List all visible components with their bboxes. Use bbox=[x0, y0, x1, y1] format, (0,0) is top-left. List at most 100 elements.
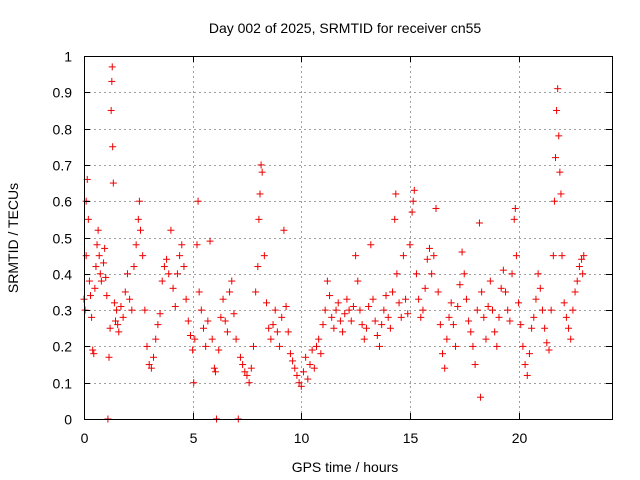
data-point bbox=[397, 313, 405, 321]
data-point bbox=[178, 241, 186, 249]
y-tick-label: 0.5 bbox=[53, 231, 73, 247]
data-point bbox=[106, 324, 114, 332]
data-point bbox=[515, 299, 523, 307]
data-point bbox=[454, 302, 462, 310]
data-point bbox=[412, 270, 420, 278]
data-point bbox=[105, 353, 113, 361]
y-tick-label: 0.4 bbox=[53, 267, 73, 283]
data-point bbox=[215, 346, 223, 354]
data-point bbox=[101, 244, 109, 252]
data-point bbox=[128, 306, 136, 314]
data-point bbox=[517, 321, 525, 329]
data-point bbox=[194, 197, 202, 205]
data-point bbox=[189, 346, 197, 354]
data-point bbox=[354, 277, 362, 285]
data-point bbox=[530, 313, 538, 321]
data-point bbox=[573, 277, 581, 285]
data-point bbox=[130, 263, 138, 271]
data-point bbox=[94, 226, 102, 234]
data-point bbox=[343, 295, 351, 303]
data-point bbox=[291, 364, 299, 372]
data-point bbox=[425, 244, 433, 252]
x-axis-label: GPS time / hours bbox=[292, 459, 399, 475]
data-point bbox=[473, 306, 481, 314]
data-point bbox=[421, 284, 429, 292]
data-point bbox=[143, 342, 151, 350]
y-tick-label: 0.1 bbox=[53, 376, 73, 392]
data-point bbox=[145, 361, 153, 369]
data-point bbox=[271, 306, 279, 314]
data-point bbox=[477, 393, 485, 401]
data-point bbox=[467, 328, 475, 336]
data-point bbox=[471, 361, 479, 369]
data-point bbox=[534, 270, 542, 278]
data-point bbox=[415, 295, 423, 303]
data-point bbox=[499, 266, 507, 274]
data-point bbox=[169, 284, 177, 292]
data-point bbox=[163, 255, 171, 263]
data-point bbox=[391, 215, 399, 223]
data-point bbox=[147, 364, 155, 372]
x-tick-label: 0 bbox=[81, 430, 89, 446]
data-point bbox=[176, 252, 184, 260]
data-point bbox=[109, 179, 117, 187]
data-point bbox=[541, 324, 549, 332]
data-point bbox=[190, 379, 198, 387]
y-tick-label: 0 bbox=[64, 412, 72, 428]
data-point bbox=[579, 270, 587, 278]
data-point bbox=[165, 270, 173, 278]
data-point bbox=[525, 350, 533, 358]
data-point bbox=[480, 313, 488, 321]
data-point bbox=[297, 382, 305, 390]
data-point bbox=[241, 368, 249, 376]
data-point bbox=[389, 288, 397, 296]
data-point bbox=[399, 252, 407, 260]
data-point bbox=[141, 306, 149, 314]
data-point bbox=[465, 317, 473, 325]
data-point bbox=[269, 321, 277, 329]
data-point bbox=[115, 328, 123, 336]
data-point bbox=[126, 295, 134, 303]
data-point bbox=[245, 379, 253, 387]
data-point bbox=[206, 237, 214, 245]
data-point bbox=[417, 313, 425, 321]
data-point bbox=[428, 270, 436, 278]
data-point bbox=[186, 332, 194, 340]
grid bbox=[84, 56, 612, 419]
data-point bbox=[326, 292, 334, 300]
data-point bbox=[462, 295, 470, 303]
y-tick-label: 0.9 bbox=[53, 85, 73, 101]
data-point bbox=[108, 77, 116, 85]
data-point bbox=[90, 350, 98, 358]
data-point bbox=[436, 321, 444, 329]
data-point bbox=[382, 292, 390, 300]
data-point bbox=[293, 371, 301, 379]
data-point bbox=[423, 255, 431, 263]
data-point bbox=[310, 364, 318, 372]
data-point bbox=[486, 277, 494, 285]
data-point bbox=[443, 335, 451, 343]
axis-ticks bbox=[84, 56, 612, 420]
x-tick-label: 15 bbox=[403, 430, 419, 446]
data-point bbox=[345, 306, 353, 314]
data-point bbox=[93, 241, 101, 249]
data-point bbox=[558, 252, 566, 260]
data-point bbox=[409, 197, 417, 205]
data-point bbox=[295, 379, 303, 387]
data-point bbox=[247, 364, 255, 372]
data-point bbox=[565, 324, 573, 332]
data-point bbox=[460, 270, 468, 278]
data-point bbox=[84, 215, 92, 223]
data-point bbox=[532, 295, 540, 303]
data-point bbox=[150, 353, 158, 361]
data-point bbox=[510, 215, 518, 223]
data-point bbox=[556, 168, 564, 176]
data-point bbox=[339, 328, 347, 336]
data-point bbox=[504, 306, 512, 314]
data-point bbox=[91, 284, 99, 292]
data-point bbox=[358, 321, 366, 329]
data-point bbox=[493, 342, 501, 350]
data-point bbox=[249, 342, 257, 350]
data-point bbox=[221, 317, 229, 325]
x-tick-labels: 0 5 10 15 20 bbox=[81, 430, 528, 446]
